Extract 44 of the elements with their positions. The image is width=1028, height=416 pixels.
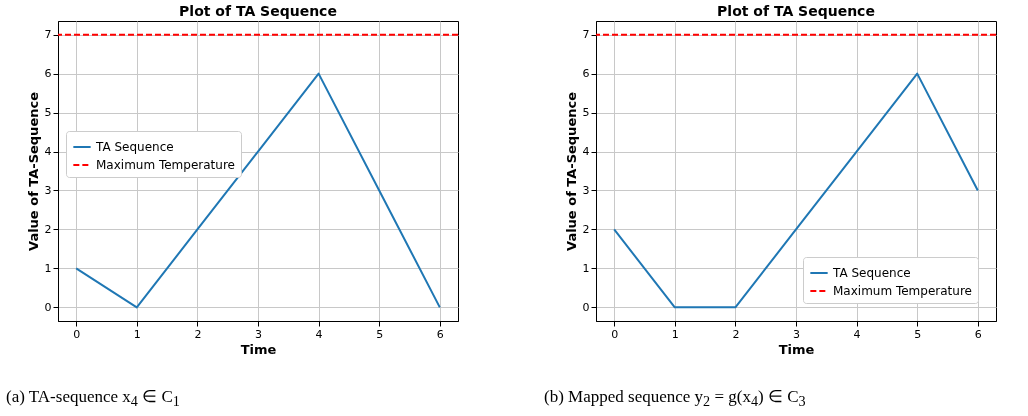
legend-label: TA Sequence bbox=[832, 266, 911, 280]
x-tick-label: 3 bbox=[255, 327, 262, 341]
legend-label: Maximum Temperature bbox=[833, 284, 972, 298]
y-tick-label: 1 bbox=[44, 261, 52, 275]
y-tick-label: 3 bbox=[44, 183, 52, 197]
y-tick-label: 1 bbox=[582, 261, 590, 275]
chart-title: Plot of TA Sequence bbox=[179, 3, 337, 19]
y-tick-label: 2 bbox=[44, 222, 52, 236]
text: (b) Mapped sequence y$_{2}$ = g(x$_{4}$) ∈ C$_{3}$ bbox=[544, 386, 806, 411]
x-tick-label: 1 bbox=[133, 327, 141, 341]
x-tick-label: 0 bbox=[73, 327, 81, 341]
y-axis-title: Value of TA-Sequence bbox=[563, 91, 579, 251]
x-tick-label: 5 bbox=[914, 327, 922, 341]
x-tick-label: 2 bbox=[732, 327, 740, 341]
y-tick-label: 0 bbox=[44, 300, 52, 314]
y-tick-label: 3 bbox=[582, 183, 590, 197]
x-tick-label: 4 bbox=[315, 327, 323, 341]
chart-title: Plot of TA Sequence bbox=[717, 3, 875, 19]
y-axis-title: Value of TA-Sequence bbox=[25, 91, 41, 251]
x-axis-title: Time bbox=[240, 341, 277, 357]
y-tick-label: 5 bbox=[44, 106, 52, 120]
y-tick-label: 0 bbox=[582, 300, 590, 314]
line-series bbox=[75, 72, 441, 309]
x-tick-label: 3 bbox=[793, 327, 800, 341]
x-tick-label: 2 bbox=[194, 327, 202, 341]
text: (a) TA-sequence x$_{4}$ ∈ C$_{1}$ bbox=[6, 386, 180, 411]
y-tick-label: 4 bbox=[582, 145, 590, 159]
legend-label: TA Sequence bbox=[95, 140, 174, 154]
y-tick-label: 2 bbox=[582, 222, 590, 236]
x-tick-label: 5 bbox=[376, 327, 384, 341]
y-tick-label: 6 bbox=[44, 67, 52, 81]
y-tick-label: 6 bbox=[582, 67, 590, 81]
x-tick-label: 6 bbox=[436, 327, 444, 341]
x-tick-label: 1 bbox=[671, 327, 679, 341]
y-tick-label: 7 bbox=[44, 28, 52, 42]
y-tick-label: 5 bbox=[582, 106, 590, 120]
legend-label: Maximum Temperature bbox=[96, 158, 235, 172]
x-tick-label: 4 bbox=[853, 327, 861, 341]
x-tick-label: 0 bbox=[611, 327, 619, 341]
line-series bbox=[613, 72, 979, 309]
x-tick-label: 6 bbox=[974, 327, 982, 341]
y-tick-label: 7 bbox=[582, 28, 590, 42]
x-axis-title: Time bbox=[778, 341, 815, 357]
y-tick-label: 4 bbox=[44, 145, 52, 159]
